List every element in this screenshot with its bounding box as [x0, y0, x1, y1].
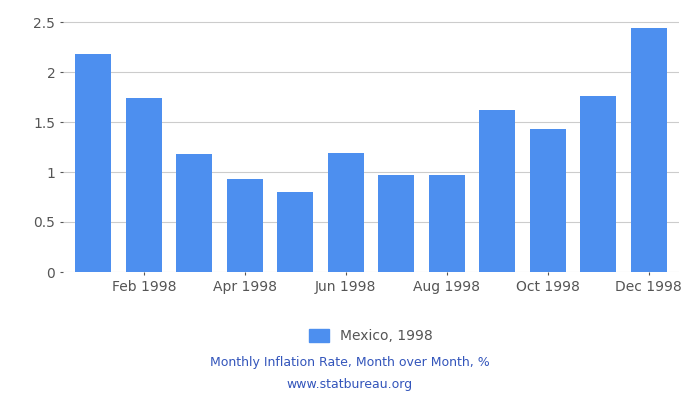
- Text: Monthly Inflation Rate, Month over Month, %: Monthly Inflation Rate, Month over Month…: [210, 356, 490, 369]
- Bar: [479, 110, 515, 272]
- Bar: [529, 129, 566, 272]
- Bar: [428, 175, 465, 272]
- Bar: [176, 154, 213, 272]
- Text: www.statbureau.org: www.statbureau.org: [287, 378, 413, 391]
- Bar: [378, 175, 414, 272]
- Bar: [125, 98, 162, 272]
- Bar: [227, 179, 263, 272]
- Bar: [75, 54, 111, 272]
- Bar: [328, 153, 364, 272]
- Bar: [580, 96, 617, 272]
- Bar: [277, 192, 314, 272]
- Bar: [631, 28, 667, 272]
- Legend: Mexico, 1998: Mexico, 1998: [309, 329, 433, 343]
